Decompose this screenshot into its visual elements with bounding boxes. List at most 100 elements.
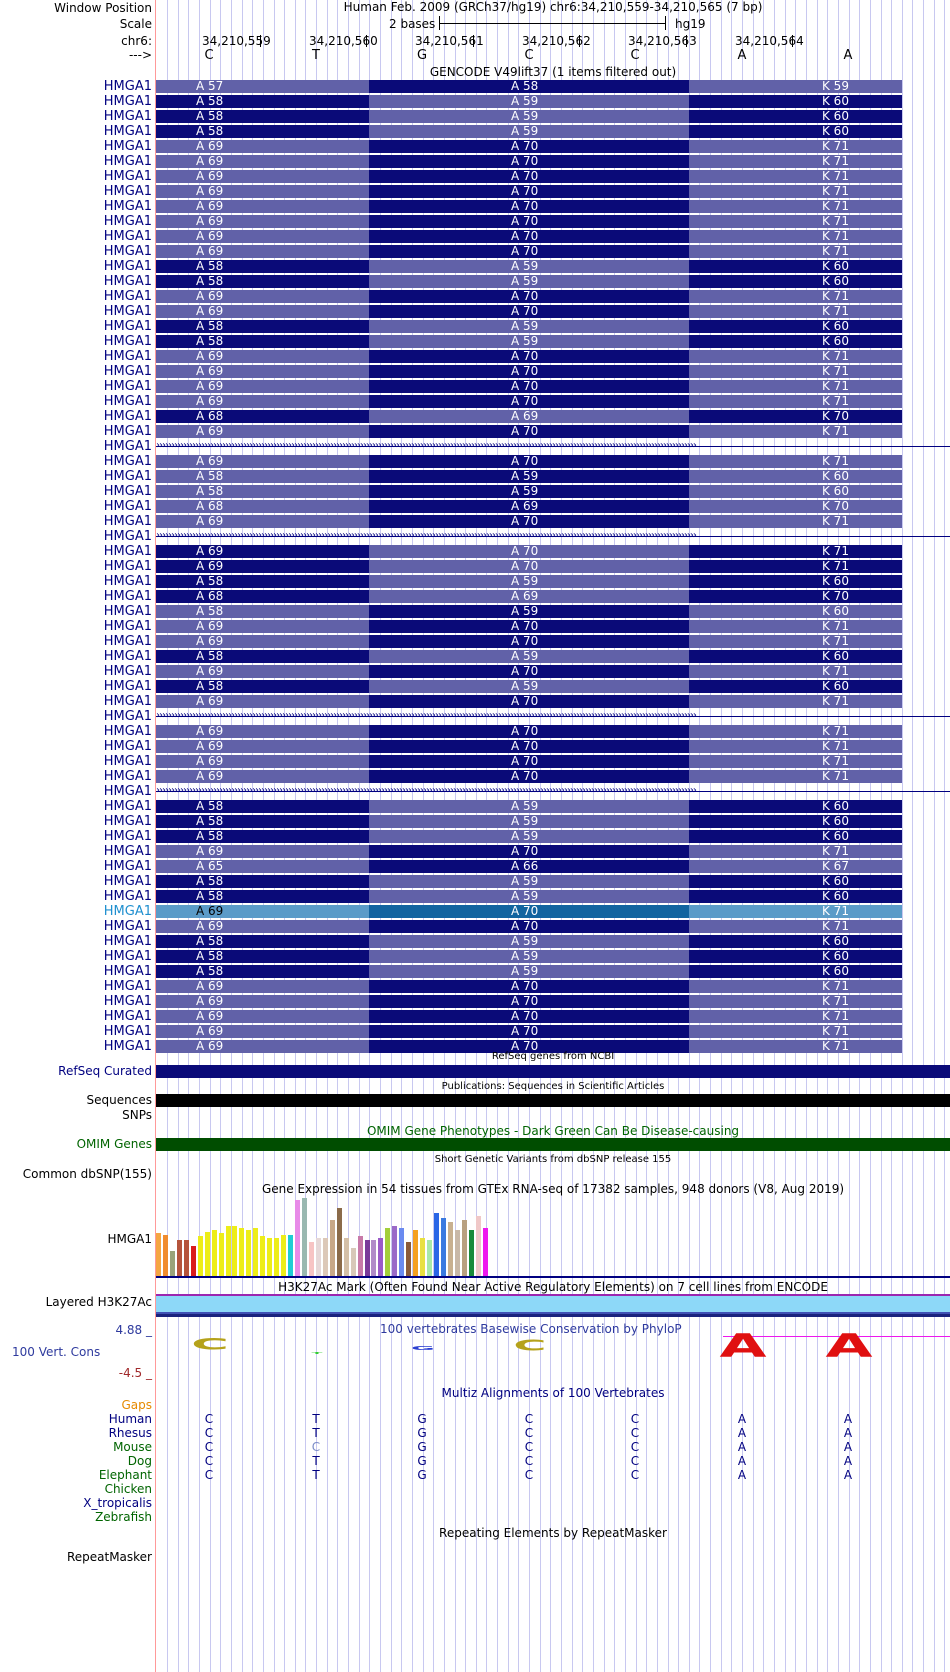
gene-label-hmga1[interactable]: HMGA1 — [103, 859, 152, 874]
gtex-tissue-bar[interactable] — [351, 1248, 356, 1278]
transcript-row[interactable]: A 58 A 59 K 60 — [156, 649, 950, 664]
gene-label-hmga1[interactable]: HMGA1 — [103, 799, 152, 814]
gtex-tissue-bar[interactable] — [399, 1228, 404, 1278]
gtex-tissue-bar[interactable] — [239, 1228, 244, 1278]
transcript-row[interactable]: A 69 A 70 K 71 — [156, 754, 950, 769]
gene-label-hmga1[interactable]: HMGA1 — [103, 424, 152, 439]
transcript-row[interactable]: A 69 A 70 K 71 — [156, 739, 950, 754]
gene-label-hmga1[interactable]: HMGA1 — [103, 919, 152, 934]
gtex-tissue-bar[interactable] — [191, 1246, 196, 1278]
gene-label-hmga1[interactable]: HMGA1 — [103, 94, 152, 109]
gtex-tissue-bar[interactable] — [469, 1230, 474, 1278]
gene-label-hmga1[interactable]: HMGA1 — [103, 484, 152, 499]
gene-label-hmga1[interactable]: HMGA1 — [103, 874, 152, 889]
gene-label-hmga1[interactable]: HMGA1 — [103, 1024, 152, 1039]
transcript-row[interactable]: A 58 A 59 K 60 — [156, 484, 950, 499]
gtex-tissue-bar[interactable] — [226, 1226, 231, 1278]
gene-label-hmga1[interactable]: HMGA1 — [103, 154, 152, 169]
transcript-row[interactable]: A 69 A 70 K 71 — [156, 1009, 950, 1024]
transcript-row[interactable]: A 69 A 70 K 71 — [156, 514, 950, 529]
gtex-tissue-bar[interactable] — [177, 1240, 182, 1278]
gene-label-hmga1[interactable]: HMGA1 — [103, 814, 152, 829]
snps-label[interactable]: SNPs — [122, 1108, 152, 1122]
transcript-row[interactable]: A 69 A 70 K 71 — [156, 664, 950, 679]
transcript-row[interactable]: A 58 A 59 K 60 — [156, 334, 950, 349]
transcript-row[interactable]: A 58 A 59 K 60 — [156, 964, 950, 979]
gene-label-hmga1[interactable]: HMGA1 — [103, 184, 152, 199]
transcript-row[interactable]: A 68 A 69 K 70 — [156, 589, 950, 604]
repeat-label[interactable]: RepeatMasker — [66, 1550, 152, 1564]
gene-label-hmga1[interactable]: HMGA1 — [103, 664, 152, 679]
transcript-row[interactable]: A 58 A 59 K 60 — [156, 319, 950, 334]
gtex-tissue-bar[interactable] — [420, 1238, 425, 1278]
species-label[interactable]: Human — [108, 1412, 152, 1426]
species-label[interactable]: Gaps — [121, 1398, 152, 1412]
gene-label-hmga1[interactable]: HMGA1 — [103, 1009, 152, 1024]
gtex-tissue-bar[interactable] — [434, 1213, 439, 1278]
transcript-row[interactable]: A 69 A 70 K 71 — [156, 154, 950, 169]
gtex-tissue-bar[interactable] — [281, 1235, 286, 1278]
gtex-label[interactable]: HMGA1 — [107, 1232, 152, 1246]
transcript-row[interactable]: A 69 A 70 K 71 — [156, 169, 950, 184]
transcript-row[interactable]: A 57 A 58 K 59 — [156, 79, 950, 94]
transcript-row[interactable]: A 69 A 70 K 71 — [156, 304, 950, 319]
transcript-row[interactable]: A 69 A 70 K 71 — [156, 559, 950, 574]
transcript-row[interactable]: A 69 A 70 K 71 — [156, 289, 950, 304]
gene-label-hmga1[interactable]: HMGA1 — [103, 274, 152, 289]
gtex-tissue-bar[interactable] — [205, 1232, 210, 1278]
gene-label-hmga1[interactable]: HMGA1 — [103, 79, 152, 94]
transcript-row[interactable]: A 58 A 59 K 60 — [156, 469, 950, 484]
species-label[interactable]: Zebrafish — [95, 1510, 152, 1524]
gene-label-hmga1[interactable]: HMGA1 — [103, 724, 152, 739]
transcript-row[interactable]: ››››››››››››››››››››››››››››››››››››››››… — [156, 784, 950, 799]
species-label[interactable]: X_tropicalis — [83, 1496, 152, 1510]
gtex-tissue-bar[interactable] — [448, 1222, 453, 1278]
transcript-row[interactable]: ››››››››››››››››››››››››››››››››››››››››… — [156, 529, 950, 544]
gene-label-hmga1[interactable]: HMGA1 — [103, 394, 152, 409]
species-label[interactable]: Elephant — [98, 1468, 152, 1482]
transcript-row[interactable]: A 69 A 70 K 71 — [156, 619, 950, 634]
gene-label-hmga1[interactable]: HMGA1 — [103, 754, 152, 769]
gtex-tissue-bar[interactable] — [198, 1236, 203, 1278]
gene-label-hmga1[interactable]: HMGA1 — [103, 1039, 152, 1054]
transcript-row[interactable]: A 69 A 70 K 71 — [156, 244, 950, 259]
transcript-row[interactable]: A 58 A 59 K 60 — [156, 799, 950, 814]
gtex-tissue-bar[interactable] — [260, 1236, 265, 1278]
gene-label-hmga1[interactable]: HMGA1 — [103, 379, 152, 394]
transcript-row[interactable]: A 69 A 70 K 71 — [156, 139, 950, 154]
gtex-tissue-bar[interactable] — [392, 1226, 397, 1278]
gtex-tissue-bar[interactable] — [323, 1238, 328, 1278]
gene-label-hmga1[interactable]: HMGA1 — [103, 769, 152, 784]
transcript-row[interactable]: A 69 A 70 K 71 — [156, 544, 950, 559]
sequences-label[interactable]: Sequences — [86, 1093, 152, 1107]
gene-label-hmga1[interactable]: HMGA1 — [103, 319, 152, 334]
transcript-row[interactable]: A 58 A 59 K 60 — [156, 274, 950, 289]
gene-label-hmga1[interactable]: HMGA1 — [103, 679, 152, 694]
transcript-row[interactable]: ››››››››››››››››››››››››››››››››››››››››… — [156, 439, 950, 454]
gene-label-hmga1[interactable]: HMGA1 — [103, 694, 152, 709]
transcript-row[interactable]: A 68 A 69 K 70 — [156, 499, 950, 514]
gtex-tissue-bar[interactable] — [316, 1238, 321, 1278]
gene-label-hmga1[interactable]: HMGA1 — [103, 604, 152, 619]
gene-label-hmga1[interactable]: HMGA1 — [103, 964, 152, 979]
species-label[interactable]: Rhesus — [108, 1426, 152, 1440]
gtex-tissue-bar[interactable] — [267, 1238, 272, 1278]
omim-label[interactable]: OMIM Genes — [76, 1137, 152, 1151]
gtex-tissue-bar[interactable] — [212, 1230, 217, 1278]
gtex-tissue-bar[interactable] — [288, 1235, 293, 1278]
transcript-row[interactable]: A 69 A 70 K 71 — [156, 394, 950, 409]
gene-label-hmga1[interactable]: HMGA1 — [103, 199, 152, 214]
h3k27-signal[interactable] — [156, 1296, 950, 1312]
phylop-label[interactable]: 100 Vert. Cons — [12, 1345, 101, 1359]
gene-label-hmga1[interactable]: HMGA1 — [103, 139, 152, 154]
gene-label-hmga1[interactable]: HMGA1 — [103, 529, 152, 544]
gene-label-hmga1[interactable]: HMGA1 — [103, 409, 152, 424]
gene-label-hmga1[interactable]: HMGA1 — [103, 904, 152, 919]
gene-label-hmga1[interactable]: HMGA1 — [103, 574, 152, 589]
gtex-tissue-bar[interactable] — [441, 1218, 446, 1278]
species-label[interactable]: Chicken — [104, 1482, 152, 1496]
transcript-row[interactable]: A 58 A 59 K 60 — [156, 679, 950, 694]
gene-label-hmga1[interactable]: HMGA1 — [103, 229, 152, 244]
gene-label-hmga1[interactable]: HMGA1 — [103, 619, 152, 634]
transcript-row[interactable]: A 58 A 59 K 60 — [156, 934, 950, 949]
